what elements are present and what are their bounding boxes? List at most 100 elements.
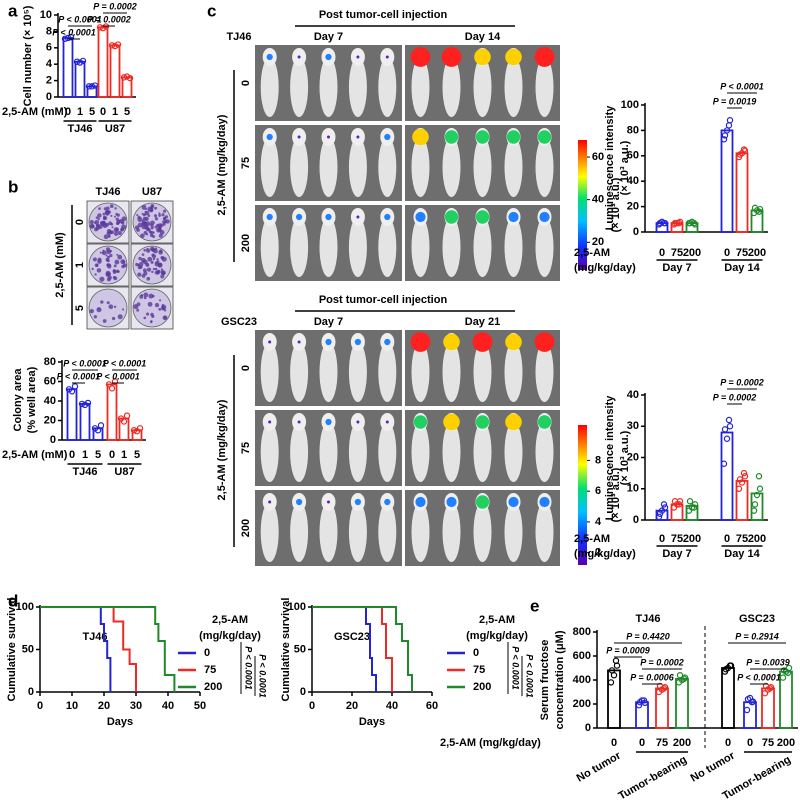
signal bbox=[356, 135, 360, 139]
signal bbox=[297, 420, 301, 424]
colony bbox=[143, 316, 147, 320]
legend-title: (mg/kg/day) bbox=[199, 630, 261, 642]
colony bbox=[150, 220, 155, 226]
data-point bbox=[71, 383, 79, 390]
data-point bbox=[656, 510, 664, 517]
y-tick-label: 2 bbox=[46, 75, 52, 87]
colony bbox=[93, 315, 97, 319]
data-point bbox=[655, 513, 663, 521]
survival-curve bbox=[312, 606, 413, 692]
signal bbox=[444, 130, 459, 144]
signal bbox=[539, 211, 550, 223]
data-point bbox=[755, 473, 763, 480]
colony bbox=[97, 217, 100, 221]
p-value: P < 0.0001 bbox=[244, 646, 254, 689]
y-tick-label: 40 bbox=[44, 395, 56, 407]
p-value: P < 0.0001 bbox=[96, 371, 139, 381]
colony bbox=[143, 259, 148, 265]
data-point bbox=[680, 675, 688, 683]
mouse bbox=[290, 217, 309, 277]
mouse bbox=[535, 502, 554, 562]
data-point bbox=[740, 146, 748, 153]
colony bbox=[133, 304, 139, 310]
colony bbox=[102, 212, 106, 216]
mouse bbox=[442, 137, 461, 197]
colony bbox=[138, 256, 142, 261]
mouse bbox=[535, 57, 554, 117]
signal bbox=[296, 213, 303, 221]
colony bbox=[162, 315, 168, 321]
x-tick-label: 0 bbox=[69, 449, 75, 461]
colony bbox=[158, 307, 162, 311]
x-tick-label: 1 bbox=[121, 449, 127, 461]
colony bbox=[117, 230, 122, 236]
colony bbox=[112, 270, 117, 274]
colony bbox=[94, 273, 97, 276]
colony bbox=[109, 204, 114, 209]
colony bbox=[165, 219, 170, 224]
legend-title: 2,5-AM bbox=[212, 614, 248, 626]
mouse bbox=[473, 57, 492, 117]
colony bbox=[142, 216, 147, 221]
colony bbox=[117, 314, 123, 320]
mouse bbox=[473, 137, 492, 197]
column-label: U87 bbox=[142, 186, 162, 198]
y-tick-label: 20 bbox=[44, 414, 56, 426]
legend-label: 0 bbox=[204, 647, 210, 659]
data-point bbox=[61, 35, 69, 42]
y-tick-label: 100 bbox=[16, 601, 34, 613]
x-tick-label: 20 bbox=[346, 700, 358, 712]
mouse bbox=[411, 422, 430, 482]
colony bbox=[146, 276, 151, 281]
y-tick-label: 100 bbox=[621, 99, 639, 111]
colony bbox=[154, 217, 159, 221]
signal bbox=[410, 47, 431, 67]
group-label: Day 7 bbox=[662, 262, 691, 274]
imaging-title: Post tumor-cell injection bbox=[319, 9, 448, 21]
mouse bbox=[378, 422, 397, 482]
colony bbox=[156, 258, 159, 261]
x-tick-label: 200 bbox=[683, 533, 701, 545]
bar bbox=[761, 687, 775, 729]
y-tick-label: 50 bbox=[294, 643, 306, 655]
colony bbox=[137, 216, 143, 223]
colony bbox=[139, 294, 144, 299]
data-point bbox=[123, 73, 131, 80]
mouse bbox=[535, 137, 554, 197]
colony bbox=[151, 253, 155, 257]
axis-title: 2,5-AM (mg/kg/day) bbox=[216, 114, 228, 215]
p-value: P = 0.0039 bbox=[746, 657, 789, 667]
p-value: P < 0.0001 bbox=[525, 654, 535, 697]
signal bbox=[384, 338, 391, 346]
data-point bbox=[635, 702, 643, 709]
data-point bbox=[726, 662, 734, 669]
data-point bbox=[766, 685, 774, 692]
signal bbox=[325, 418, 332, 426]
x-tick-label: 5 bbox=[89, 106, 95, 118]
axis-title: Cell number (× 10⁵) bbox=[22, 5, 34, 106]
group-label: Day 14 bbox=[724, 262, 760, 274]
colony bbox=[108, 304, 114, 310]
p-value: P = 0.0019 bbox=[713, 96, 756, 106]
x-tick-label: 0 bbox=[724, 533, 730, 545]
p-value: P < 0.0001 bbox=[57, 371, 100, 381]
colony bbox=[113, 231, 119, 236]
colony bbox=[145, 248, 151, 253]
colony bbox=[150, 226, 154, 230]
bar bbox=[66, 388, 78, 441]
group-label: Day 7 bbox=[662, 548, 691, 560]
imaging-title: Post tumor-cell injection bbox=[319, 294, 448, 306]
signal bbox=[475, 210, 490, 224]
x-tick-label: 200 bbox=[748, 533, 766, 545]
signal bbox=[296, 498, 303, 506]
x-tick-label: 200 bbox=[673, 737, 691, 749]
data-point bbox=[656, 219, 664, 227]
data-point bbox=[753, 491, 761, 499]
colony bbox=[135, 262, 139, 267]
data-point bbox=[751, 204, 759, 212]
p-value: P = 0.0002 bbox=[87, 14, 130, 24]
bar bbox=[735, 152, 749, 233]
colony bbox=[97, 307, 101, 310]
p-value: P = 0.4420 bbox=[626, 631, 669, 641]
signal bbox=[508, 211, 519, 223]
